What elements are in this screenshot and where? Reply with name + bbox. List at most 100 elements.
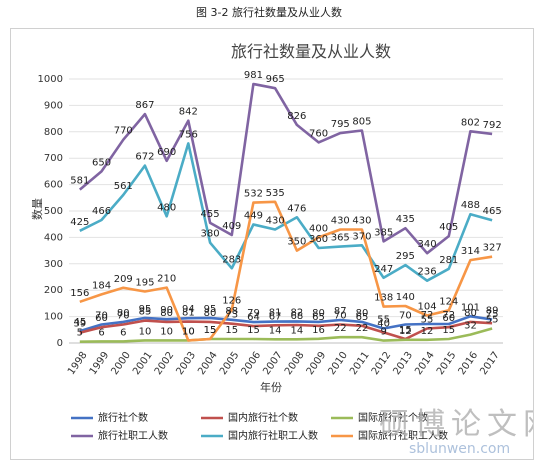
data-label: 6: [120, 327, 126, 338]
series-line: [79, 319, 493, 341]
data-label: 15: [399, 325, 412, 336]
data-label: 5: [77, 328, 83, 339]
data-label: 80: [160, 308, 173, 319]
data-label: 87: [334, 306, 347, 317]
data-label: 10: [182, 326, 195, 337]
data-label: 104: [418, 302, 437, 313]
data-label: 449: [244, 210, 263, 221]
data-label: 12: [399, 326, 412, 337]
y-tick-label: 900: [44, 100, 63, 111]
y-tick-label: 1000: [38, 74, 63, 85]
grid-lines: [69, 78, 503, 344]
data-label: 81: [182, 308, 195, 319]
data-label: 581: [70, 176, 89, 187]
legend-label: 国内旅行社个数: [228, 411, 298, 424]
data-label: 40: [377, 318, 390, 329]
data-label: 826: [287, 111, 306, 122]
series-line: [79, 200, 493, 342]
y-tick-label: 200: [44, 285, 63, 296]
data-label: 138: [374, 293, 393, 304]
data-label: 80: [117, 308, 130, 319]
data-label: 22: [356, 323, 369, 334]
data-label: 140: [396, 292, 415, 303]
data-label: 89: [486, 306, 499, 317]
data-label: 15: [204, 325, 217, 336]
data-label: 70: [399, 311, 412, 322]
x-tick-label: 2001: [131, 350, 155, 377]
data-label: 80: [356, 308, 369, 319]
data-label: 756: [179, 129, 198, 140]
series-line: [79, 314, 493, 333]
data-label: 480: [157, 202, 176, 213]
data-label: 64: [247, 312, 260, 323]
data-label: 85: [139, 307, 152, 318]
data-label: 45: [73, 317, 86, 328]
y-tick-label: 700: [44, 153, 63, 164]
data-label: 12: [421, 326, 434, 337]
data-label: 55: [486, 314, 499, 325]
y-axis-ticks: 0 100 200 300 400 500 600 700 800 900 1000: [38, 74, 63, 349]
watermark-url: sblunwen.com: [409, 441, 510, 457]
data-label: 295: [396, 251, 415, 262]
data-label: 690: [157, 147, 176, 158]
data-label: 10: [139, 326, 152, 337]
figure-caption: 图 3-2 旅行社数量及从业人数: [196, 6, 342, 19]
data-label: 65: [356, 312, 369, 323]
data-label: 15: [204, 325, 217, 336]
x-tick-label: 1998: [66, 350, 90, 377]
x-tick-label: 2017: [478, 350, 502, 377]
data-label: 360: [309, 234, 328, 245]
chart-frame: 旅行社数量及从业人数 0 100 200 300 400 500 600 700 800 900 1…: [10, 28, 534, 460]
data-label: 842: [179, 107, 198, 118]
data-label: 184: [92, 280, 111, 291]
y-tick-label: 500: [44, 206, 63, 217]
y-tick-label: 300: [44, 259, 63, 270]
x-tick-label: 2016: [457, 350, 481, 377]
data-label: 802: [461, 117, 480, 128]
data-label: 425: [70, 217, 89, 228]
watermark-text: 硕博论文网: [379, 407, 533, 442]
x-tick-label: 2011: [348, 350, 372, 377]
data-label: 795: [331, 119, 350, 130]
x-tick-label: 2015: [435, 350, 459, 377]
data-label: 15: [247, 325, 260, 336]
data-label: 532: [244, 189, 263, 200]
data-label: 340: [418, 239, 437, 250]
data-label: 236: [418, 267, 437, 278]
x-tick-label: 2007: [261, 350, 285, 377]
y-tick-label: 0: [57, 338, 63, 349]
data-label: 488: [461, 200, 480, 211]
data-label: 314: [461, 246, 480, 257]
data-label: 965: [266, 74, 285, 85]
data-label: 72: [421, 310, 434, 321]
chart-title: 旅行社数量及从业人数: [231, 42, 391, 61]
data-label: 81: [269, 308, 282, 319]
data-label: 14: [269, 325, 282, 336]
series-lines: [78, 82, 493, 343]
data-label: 95: [139, 304, 152, 315]
data-label: 39: [73, 319, 86, 330]
data-label: 327: [483, 243, 502, 254]
line-chart: 旅行社数量及从业人数 0 100 200 300 400 500 600 700 800 900 1…: [31, 42, 533, 457]
data-label: 281: [439, 255, 458, 266]
data-label: 88: [225, 306, 238, 317]
data-label: 101: [461, 302, 480, 313]
data-label: 14: [290, 325, 303, 336]
y-axis-label: 数量: [31, 198, 44, 220]
data-label: 124: [439, 296, 458, 307]
data-label: 430: [352, 215, 371, 226]
data-label: 15: [442, 325, 455, 336]
data-label: 981: [244, 70, 263, 81]
data-label: 55: [421, 314, 434, 325]
data-label: 79: [247, 308, 260, 319]
data-label: 247: [374, 264, 393, 275]
data-label: 22: [334, 323, 347, 334]
data-label: 68: [290, 311, 303, 322]
x-tick-label: 2012: [370, 350, 394, 377]
data-label: 455: [201, 209, 220, 220]
data-label: 70: [117, 311, 130, 322]
data-label: 476: [287, 203, 306, 214]
data-label: 55: [377, 314, 390, 325]
